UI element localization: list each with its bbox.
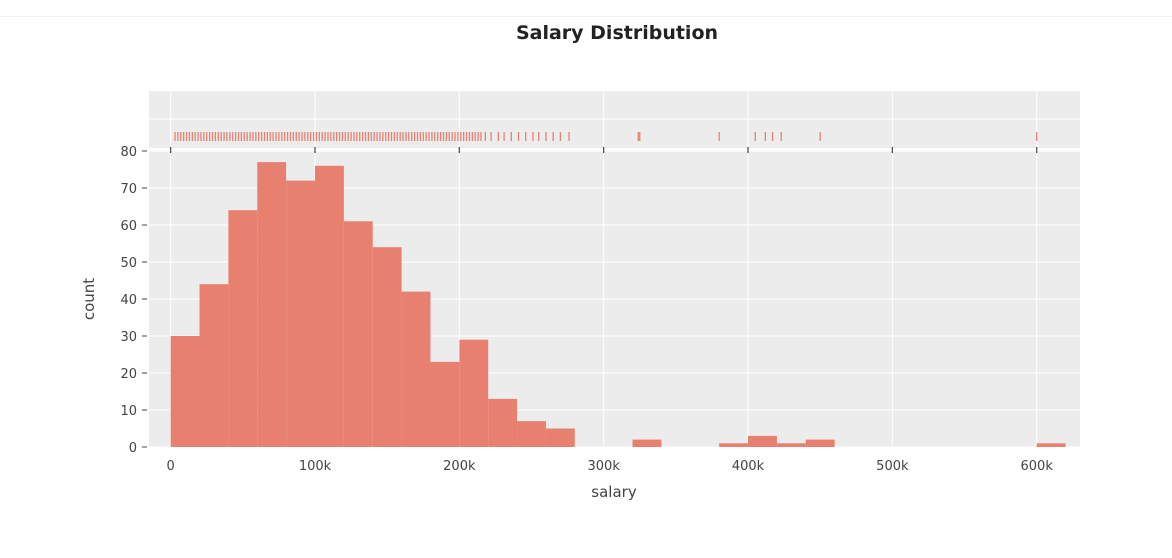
x-tick-label: 600k <box>1021 459 1054 474</box>
y-tick-label: 0 <box>129 441 137 456</box>
histogram-bar <box>314 165 344 448</box>
histogram-bar <box>459 339 489 447</box>
y-tick-label: 80 <box>120 145 137 160</box>
x-tick-label: 300k <box>588 459 621 474</box>
histogram-bar <box>748 435 777 447</box>
y-tick-label: 60 <box>120 219 137 234</box>
histogram-bar <box>343 221 373 447</box>
rug-marks <box>174 132 1038 141</box>
histogram-bar <box>170 336 200 447</box>
histogram-bar <box>199 284 229 447</box>
x-axis-label: salary <box>591 483 637 501</box>
x-tick-label: 400k <box>732 459 765 474</box>
x-tick-label: 100k <box>299 459 332 474</box>
histogram-bar <box>488 398 518 447</box>
histogram-bar <box>257 162 287 447</box>
histogram-bar <box>1036 443 1066 447</box>
histogram-bar <box>805 439 835 447</box>
histogram-bar <box>372 247 402 447</box>
histogram-bar <box>228 210 258 447</box>
y-axis-label: count <box>80 278 98 320</box>
histogram-bar <box>517 421 546 447</box>
y-tick-label: 40 <box>120 293 137 308</box>
x-tick-label: 200k <box>443 459 476 474</box>
chart-title: Salary Distribution <box>516 22 718 44</box>
y-tick-label: 10 <box>120 404 137 419</box>
y-tick-label: 30 <box>120 330 137 345</box>
histogram-bar <box>632 439 662 447</box>
histogram-bar <box>545 428 575 447</box>
y-tick-label: 20 <box>120 367 137 382</box>
top-bar <box>0 0 1172 17</box>
y-axis-ticks: 0 10 20 30 40 50 60 70 80 <box>120 145 147 456</box>
x-axis-ticks: 0 100k 200k 300k 400k 500k 600k <box>167 147 1054 474</box>
x-tick-label: 500k <box>876 459 909 474</box>
x-tick-label: 0 <box>167 459 175 474</box>
histogram-bar <box>719 443 749 447</box>
rug-grid <box>149 91 1080 148</box>
y-tick-label: 70 <box>120 182 137 197</box>
histogram-bars <box>170 162 1066 448</box>
histogram-bar <box>430 361 460 447</box>
histogram-bar <box>776 443 806 447</box>
histogram-bar <box>401 291 431 447</box>
histogram-bar <box>286 180 315 447</box>
y-tick-label: 50 <box>120 256 137 271</box>
